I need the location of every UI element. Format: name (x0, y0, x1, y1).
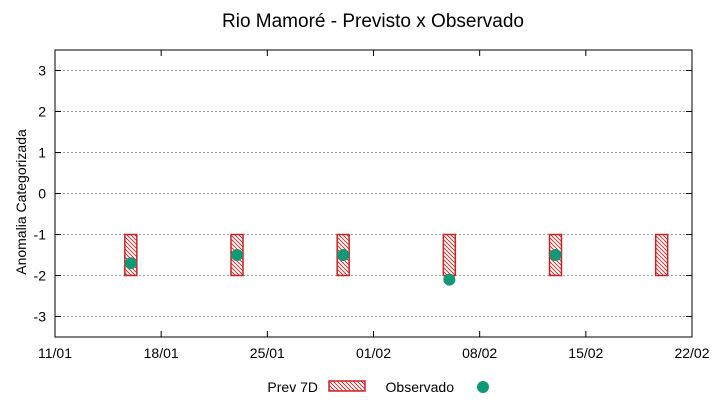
chart-title: Rio Mamoré - Previsto x Observado (222, 11, 524, 32)
x-tick-label: 22/02 (674, 345, 709, 361)
prev7d-box (442, 233, 457, 277)
x-tick-label: 25/01 (250, 345, 285, 361)
x-tick-label: 08/02 (462, 345, 497, 361)
x-tick-labels: 11/01 18/01 25/01 01/02 08/02 15/02 22/02 (38, 345, 710, 361)
y-tick-label: 0 (38, 186, 46, 202)
observado-point (337, 249, 350, 261)
observado-series (124, 249, 562, 286)
grid-lines (55, 70, 692, 317)
y-axis-label: Anomalia Categorizada (13, 129, 29, 275)
x-tick-label: 15/02 (568, 345, 603, 361)
y-tick-label: 3 (38, 63, 46, 79)
x-tick-label: 11/01 (38, 345, 72, 361)
legend-swatch-prev7d (328, 380, 366, 392)
legend-label-observado: Observado (386, 379, 455, 395)
x-tick-label: 01/02 (356, 345, 391, 361)
prev7d-series (124, 233, 669, 277)
y-tick-label: -3 (34, 309, 47, 325)
y-tick-label: 1 (38, 145, 46, 161)
x-tick-label: 18/01 (144, 345, 179, 361)
y-tick-label: 2 (38, 104, 46, 120)
prev7d-box (124, 233, 138, 277)
observado-point (443, 273, 456, 286)
legend-swatch-observado (477, 381, 489, 393)
prev7d-box (654, 233, 669, 277)
legend-label-prev7d: Prev 7D (267, 379, 318, 395)
y-tick-label: -1 (34, 227, 47, 243)
axis-ticks (54, 50, 693, 337)
y-tick-label: -2 (34, 268, 47, 284)
observado-point (549, 249, 562, 261)
observado-point (124, 257, 137, 270)
plot-frame (54, 49, 693, 338)
y-tick-labels: -3 -2 -1 0 1 2 3 (34, 63, 47, 325)
legend: Prev 7D Observado (267, 379, 489, 395)
observado-point (231, 249, 243, 261)
